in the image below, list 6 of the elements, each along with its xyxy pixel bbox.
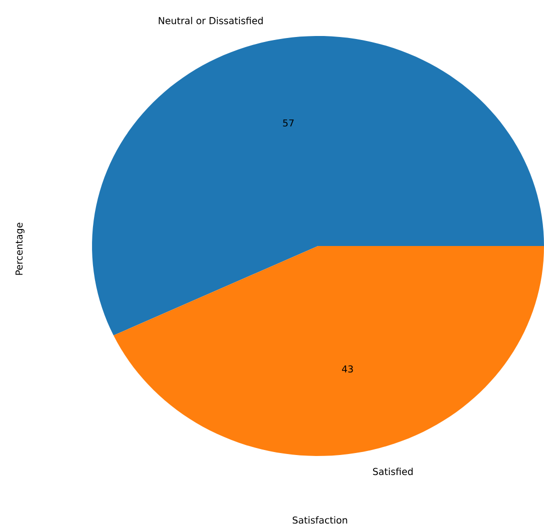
- data-label: 43: [342, 365, 353, 373]
- text: Satisfaction: [292, 516, 348, 524]
- data-label: 57: [283, 120, 294, 127]
- slice-label: Satisfied: [373, 468, 413, 476]
- text: Percentage: [16, 222, 24, 275]
- slice-label: Neutral or Dissatisfied: [158, 16, 263, 24]
